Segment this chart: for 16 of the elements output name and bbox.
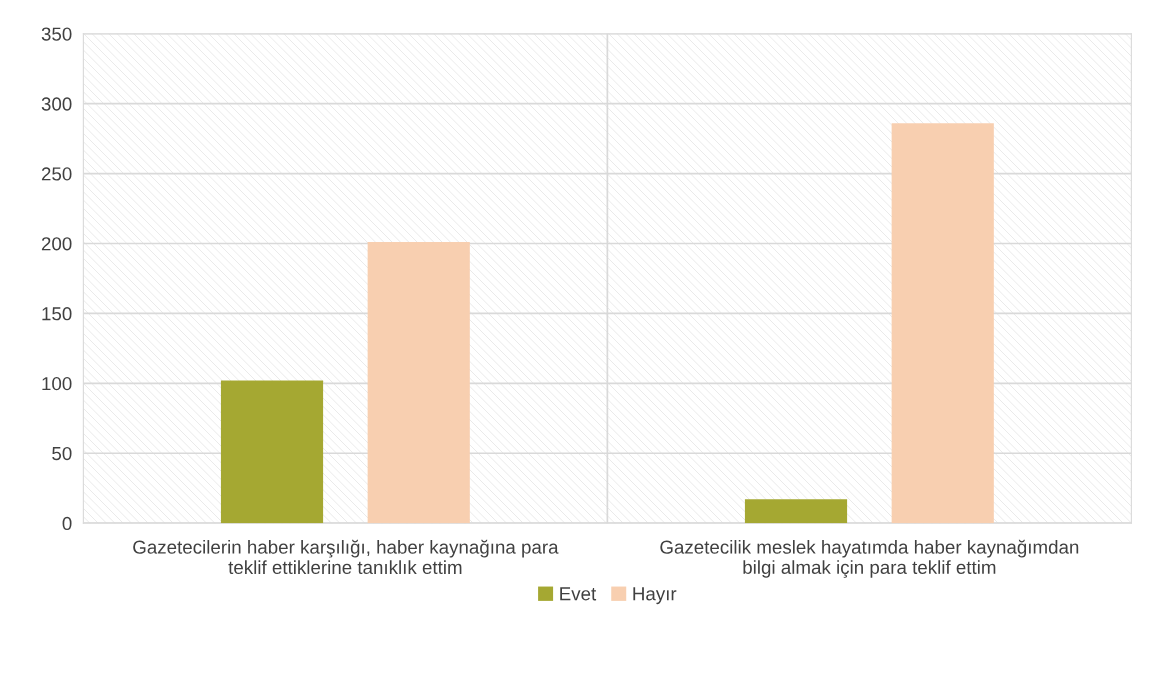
y-tick-label: 0	[62, 516, 72, 531]
y-tick-label: 50	[52, 446, 72, 461]
y-tick-label: 100	[42, 377, 72, 391]
y-tick-label: 300	[41, 97, 72, 111]
bar	[367, 242, 470, 524]
bar	[891, 123, 994, 524]
y-tick-label: 350	[41, 27, 72, 41]
x-tick-label: Gazetecilerin haber karşılığı, haber kaynağına para teklif ettiklerine tanıklık ettim	[133, 539, 559, 575]
x-tick-label: Gazetecilik meslek hayatımda haber kaynağımdan bilgi almak için para teklif ettim	[660, 539, 1079, 578]
y-tick-label: 200	[41, 237, 72, 251]
legend-label: Hayır	[633, 587, 677, 605]
y-tick-label: 150	[42, 307, 72, 321]
legend-label: Evet	[560, 587, 597, 601]
y-tick-label: 250	[41, 167, 72, 181]
bar	[220, 380, 324, 524]
bar	[744, 499, 848, 524]
